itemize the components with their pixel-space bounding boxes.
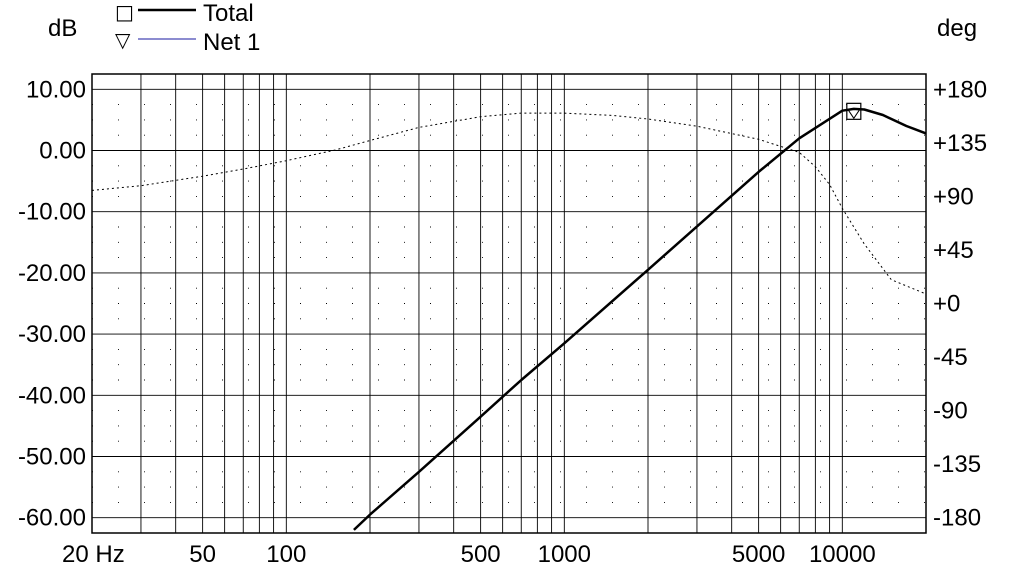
- y2-tick-label: +0: [933, 291, 960, 318]
- y-tick-label: -10.00: [18, 199, 86, 226]
- series-line-total-phase: [91, 112, 927, 295]
- y2-tick-label: -135: [933, 451, 981, 478]
- legend-label-net1: Net 1: [203, 29, 260, 56]
- x-tick-label: 100: [266, 541, 306, 568]
- legend-symbol-net1: ▽: [115, 28, 131, 52]
- legend-label-total: Total: [203, 0, 254, 27]
- series-line-total: [353, 107, 927, 531]
- y-tick-label: -60.00: [18, 505, 86, 532]
- y2-tick-label: -90: [933, 398, 968, 425]
- legend-symbol-total: □: [115, 0, 134, 24]
- y-left-unit: dB: [48, 15, 77, 42]
- x-tick-label: 10000: [809, 541, 876, 568]
- y2-tick-label: +135: [933, 130, 987, 157]
- x-tick-label: 1000: [538, 541, 591, 568]
- y-tick-label: -50.00: [18, 444, 86, 471]
- cursor-marker-triangle: [846, 108, 861, 120]
- cursor-marker: [846, 102, 862, 120]
- y-tick-label: -40.00: [18, 382, 86, 409]
- y-tick-label: 0.00: [39, 138, 86, 165]
- y2-tick-label: -180: [933, 505, 981, 532]
- plot-frame: [91, 73, 927, 534]
- traces: [91, 102, 927, 531]
- y-tick-label: 10.00: [26, 76, 86, 103]
- y2-tick-label: -45: [933, 344, 968, 371]
- y2-tick-label: +45: [933, 237, 974, 264]
- y-right-unit: deg: [937, 15, 977, 42]
- tick-labels: 20 Hz 50 100 500 1000 5000 10000 10.00 0.00 -10.0…: [18, 76, 987, 568]
- y2-tick-label: +180: [933, 76, 987, 103]
- x-tick-label: 50: [189, 541, 216, 568]
- y2-tick-label: +90: [933, 183, 974, 210]
- y-tick-label: -20.00: [18, 260, 86, 287]
- grid: [92, 73, 926, 533]
- legend: □ Total ▽ Net 1: [115, 0, 260, 56]
- x-tick-label: 20 Hz: [62, 541, 125, 568]
- x-tick-label: 500: [461, 541, 501, 568]
- y-tick-label: -30.00: [18, 321, 86, 348]
- x-tick-label: 5000: [732, 541, 785, 568]
